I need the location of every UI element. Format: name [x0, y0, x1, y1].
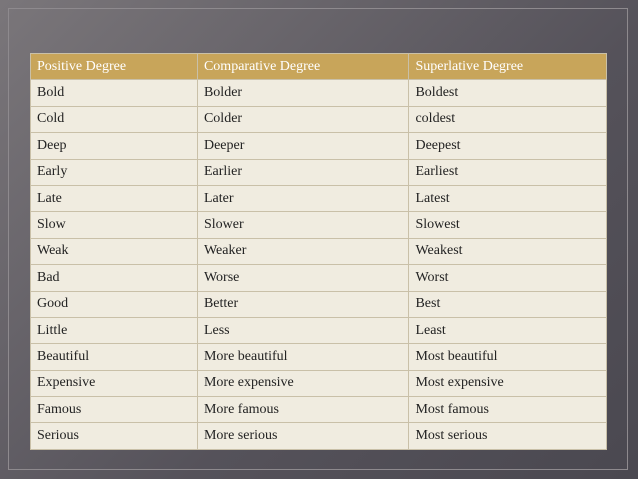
table-cell: Beautiful: [30, 343, 198, 371]
table-cell: Slow: [30, 211, 198, 239]
table-row: Weak Weaker Weakest: [30, 237, 607, 266]
table-row: Deep Deeper Deepest: [30, 132, 607, 160]
table-cell: Slowest: [408, 211, 607, 239]
table-cell: coldest: [408, 105, 607, 134]
header-cell: Positive Degree: [30, 52, 198, 81]
table-cell: Deeper: [196, 132, 410, 160]
table-cell: Slower: [196, 211, 410, 239]
table-row: Bad Worse Worst: [30, 264, 607, 292]
table-row: Cold Colder coldest: [30, 105, 607, 134]
table-cell: Least: [408, 316, 607, 345]
table-cell: Famous: [30, 396, 198, 424]
table-cell: Early: [30, 158, 198, 186]
degree-table: Positive Degree Comparative Degree Superla…: [30, 52, 607, 450]
table-row: Famous More famous Most famous: [30, 396, 607, 424]
table-row: Serious More serious Most serious: [30, 422, 607, 450]
table-row: Expensive More expensive Most expensive: [30, 369, 607, 398]
table-row: Early Earlier Earliest: [30, 158, 607, 186]
table-cell: Less: [196, 316, 410, 345]
table-cell: Cold: [30, 105, 198, 134]
table-cell: Most famous: [408, 396, 607, 424]
table-cell: Latest: [408, 184, 607, 213]
table-cell: Weak: [30, 237, 198, 266]
table-cell: More beautiful: [196, 343, 410, 371]
table-cell: Weakest: [408, 237, 607, 266]
header-cell: Superlative Degree: [408, 52, 607, 81]
table-cell: More serious: [196, 422, 410, 450]
header-cell: Comparative Degree: [196, 52, 410, 81]
table-cell: Worse: [196, 264, 410, 292]
table-cell: Bold: [30, 79, 198, 107]
table-cell: Most beautiful: [408, 343, 607, 371]
table-cell: Colder: [196, 105, 410, 134]
table-cell: Boldest: [408, 79, 607, 107]
table-row: Slow Slower Slowest: [30, 211, 607, 239]
table-cell: Deep: [30, 132, 198, 160]
table-cell: Later: [196, 184, 410, 213]
table-row: Bold Bolder Boldest: [30, 79, 607, 107]
table-cell: More famous: [196, 396, 410, 424]
table-cell: Most expensive: [408, 369, 607, 398]
frame: [8, 8, 628, 470]
table-cell: Bad: [30, 264, 198, 292]
table-row: Beautiful More beautiful Most beautiful: [30, 343, 607, 371]
table-cell: Weaker: [196, 237, 410, 266]
table-cell: Deepest: [408, 132, 607, 160]
table-cell: Bolder: [196, 79, 410, 107]
table-cell: Earlier: [196, 158, 410, 186]
header-row: Positive Degree Comparative Degree Superla…: [30, 52, 607, 81]
table-cell: Better: [196, 290, 410, 318]
table-cell: More expensive: [196, 369, 410, 398]
table-cell: Worst: [408, 264, 607, 292]
table-row: Good Better Best: [30, 290, 607, 318]
table-cell: Expensive: [30, 369, 198, 398]
table-cell: Most serious: [408, 422, 607, 450]
table-cell: Best: [408, 290, 607, 318]
table-row: Little Less Least: [30, 316, 607, 345]
table-cell: Little: [30, 316, 198, 345]
table-cell: Good: [30, 290, 198, 318]
table-cell: Late: [30, 184, 198, 213]
table-cell: Serious: [30, 422, 198, 450]
table-cell: Earliest: [408, 158, 607, 186]
table-row: Late Later Latest: [30, 184, 607, 213]
